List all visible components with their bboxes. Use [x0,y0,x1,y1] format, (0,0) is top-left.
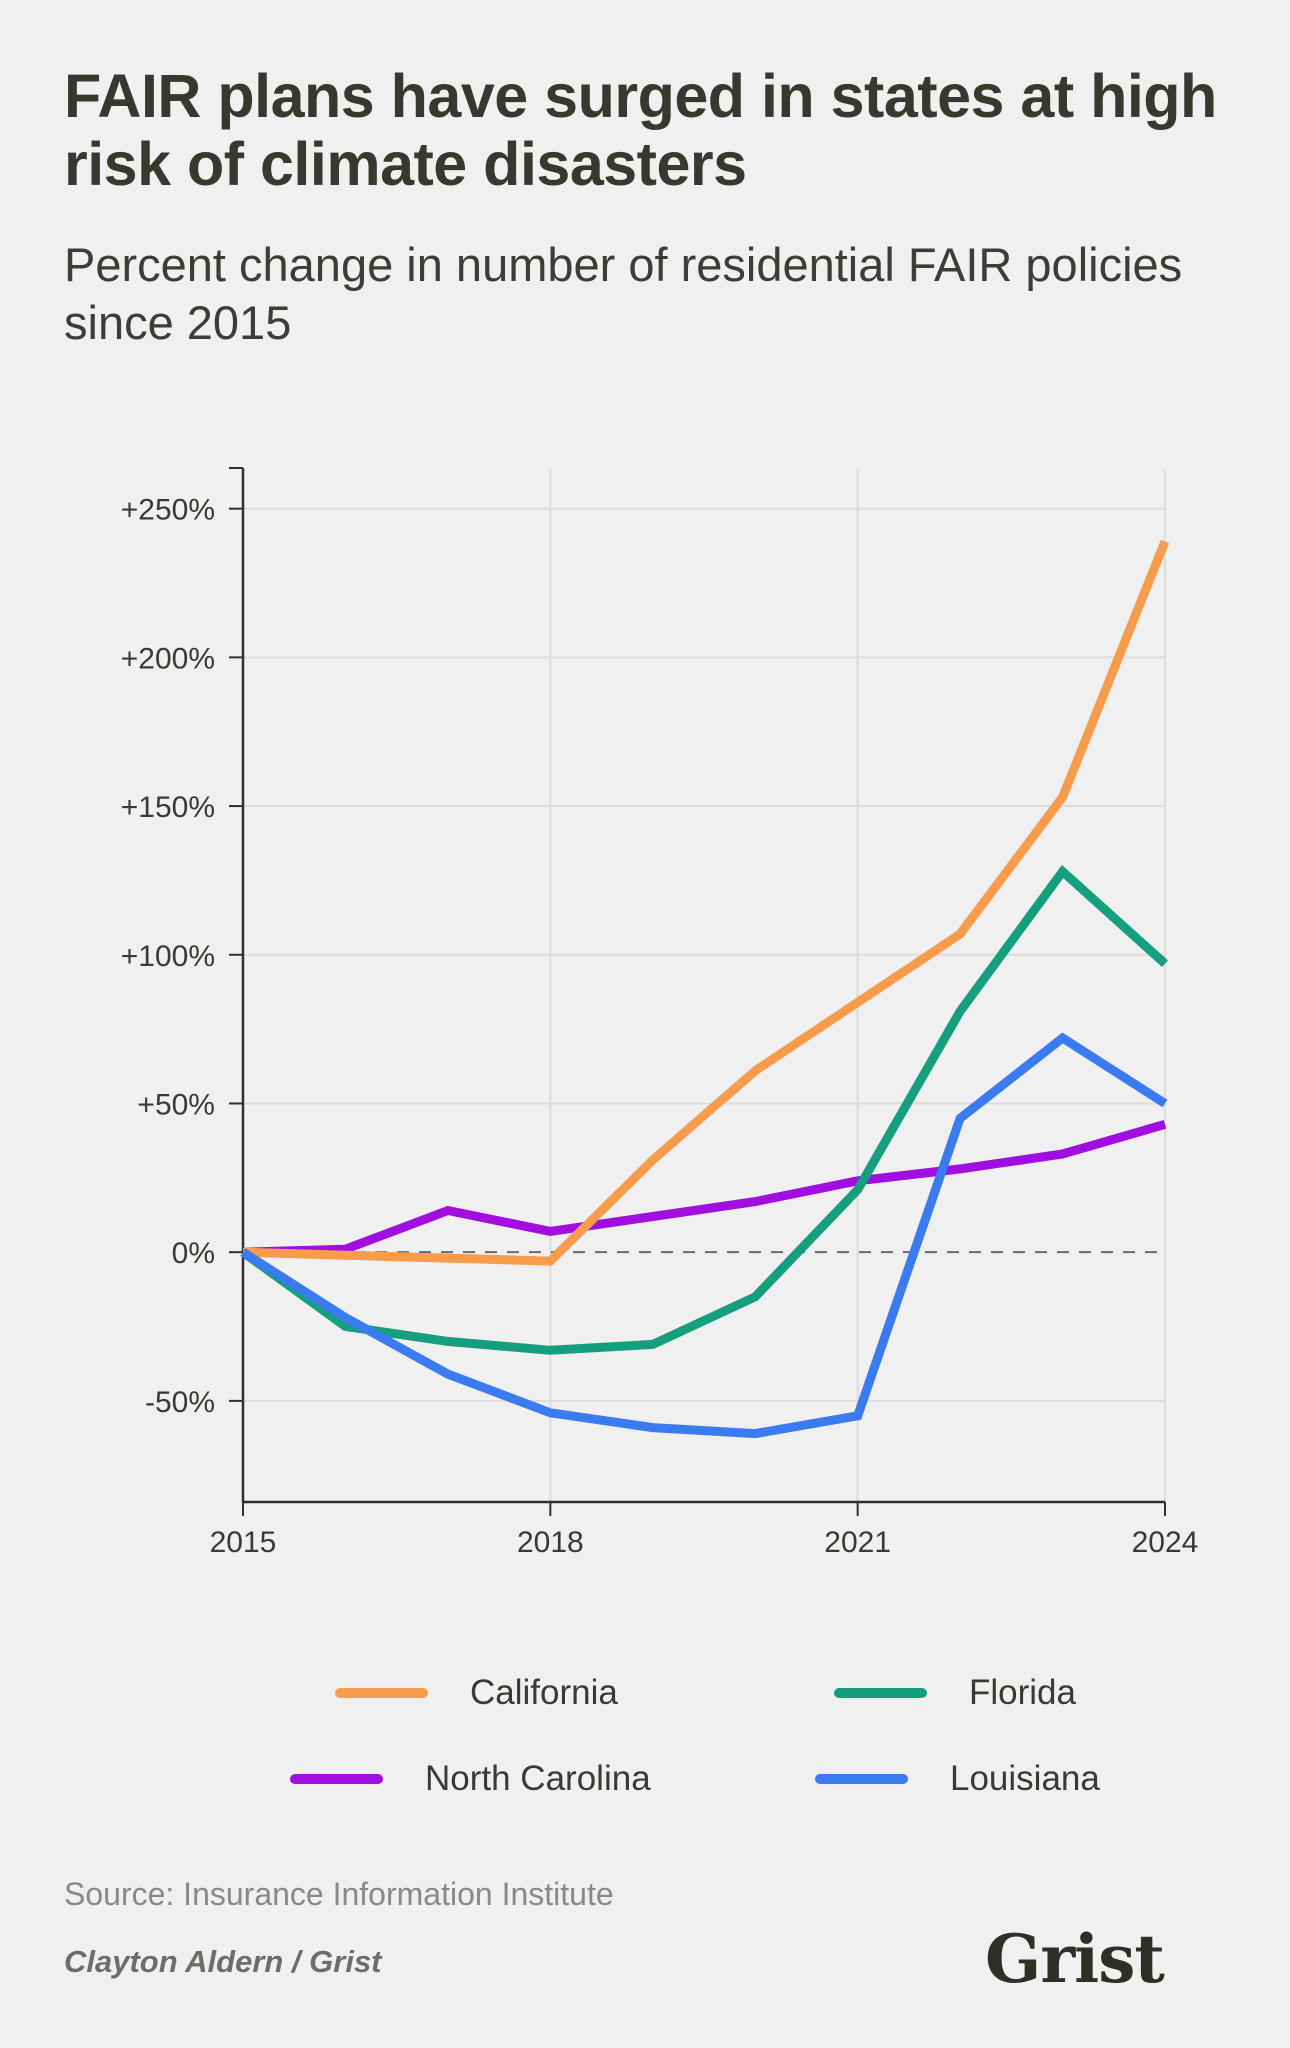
x-tick-label: 2021 [824,1526,891,1559]
y-tick-label: +100% [121,940,215,973]
legend-label-north-carolina: North Carolina [425,1759,651,1798]
chart-subtitle: Percent change in number of residential … [64,238,1183,349]
legend-item-louisiana: Louisiana [815,1754,1100,1804]
source-note: Source: Insurance Information Institute [64,1876,614,1912]
legend-swatch-louisiana [815,1774,908,1784]
legend-swatch-north-carolina [290,1774,383,1784]
series-line-louisiana [240,1032,1168,1439]
legend-swatch-california [335,1688,428,1698]
legend-label-florida: Florida [969,1673,1076,1712]
x-tick-label: 2018 [517,1526,584,1559]
line-chart: +250% +200% +150% +100% +50% 0% -50% 2015 2018 20… [121,467,1199,1559]
x-tick-label: 2024 [1132,1526,1199,1559]
y-tick-label: -50% [145,1386,215,1419]
y-tick-label: +150% [121,791,215,824]
legend-swatch-florida [834,1688,927,1698]
x-tick-label: 2015 [210,1526,277,1559]
legend-item-california: California [335,1668,618,1718]
legend-label-louisiana: Louisiana [950,1759,1100,1798]
y-tick-label: +200% [121,642,215,675]
y-tick-label: +50% [137,1088,215,1121]
y-tick-label: +250% [121,494,215,527]
legend-item-north-carolina: North Carolina [290,1754,651,1804]
credit-line: Clayton Aldern / Grist [64,1944,382,1979]
chart-title: FAIR plans have surged in states at high… [64,62,1217,198]
legend-item-florida: Florida [834,1668,1076,1718]
series-line-north-carolina [242,1119,1167,1257]
legend-label-california: California [470,1673,618,1712]
grist-logo: Grist [985,1920,1165,1998]
series-line-california [242,539,1170,1266]
series-line-florida [240,864,1169,1355]
y-tick-label: 0% [172,1237,215,1270]
